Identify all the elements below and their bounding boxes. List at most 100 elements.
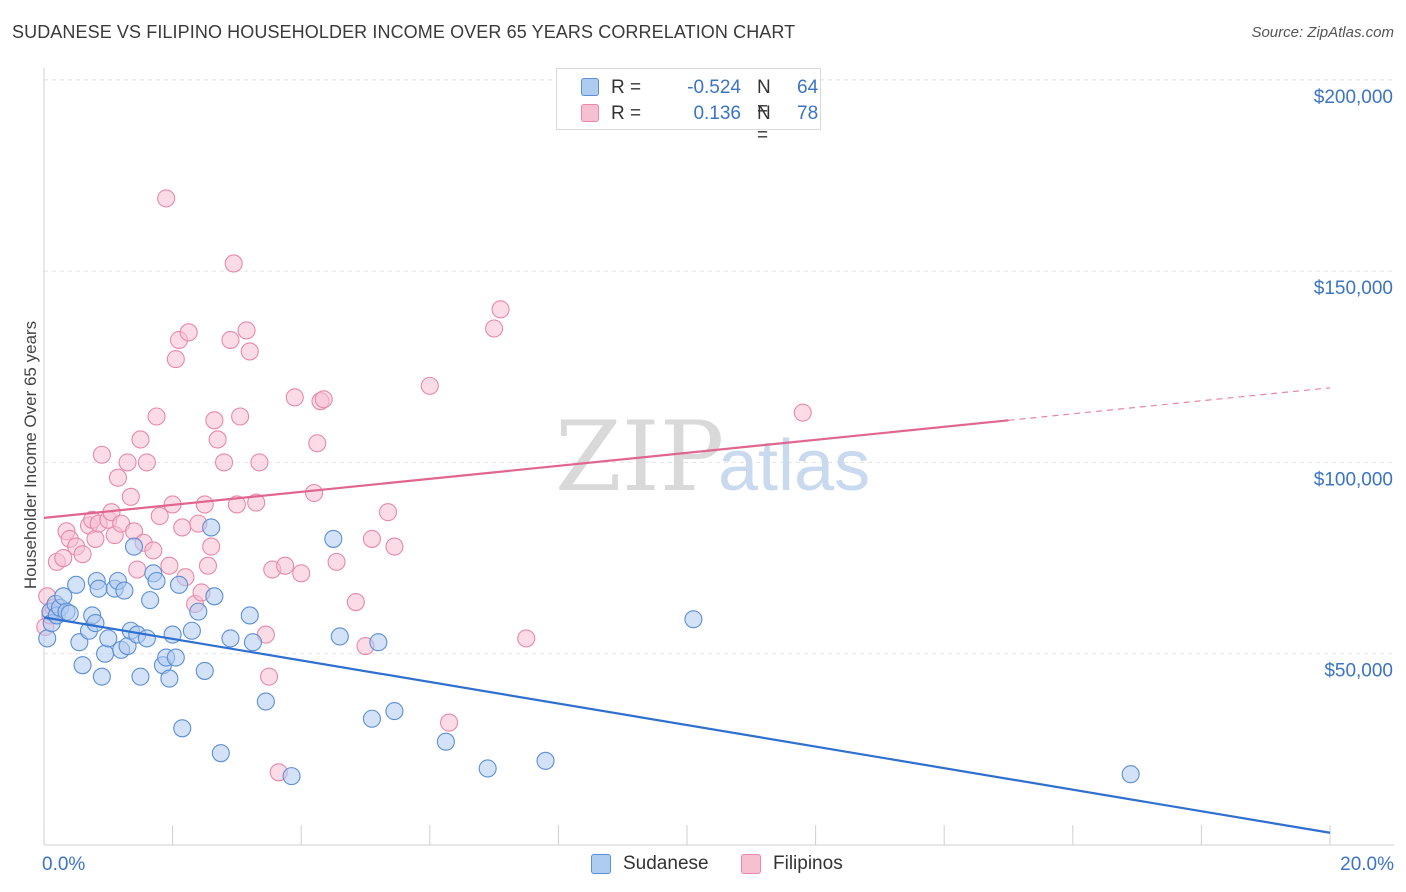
filipinos-point-21: [121, 487, 140, 506]
filipinos-point-67: [346, 592, 365, 612]
sudanese-point-56: [436, 732, 455, 751]
legend-r-label: R =: [611, 103, 642, 124]
y-tick-label-3: $200,000: [1314, 87, 1393, 108]
y-tick-label-1: $100,000: [1314, 469, 1393, 490]
filipinos-point-49: [227, 495, 246, 514]
filipinos-point-60: [285, 388, 304, 407]
sudanese-point-8: [60, 604, 79, 623]
sudanese-point-48: [243, 633, 263, 652]
filipinos-point-69: [362, 529, 381, 548]
sudanese-point-17: [92, 667, 111, 686]
axes: [43, 68, 1394, 846]
sudanese-point-32: [147, 571, 166, 591]
x-tick-label-min: 0.0%: [42, 854, 85, 875]
sudanese-points: [38, 518, 1140, 786]
y-tick-labels: $50,000 $100,000 $150,000 $200,000: [1314, 87, 1393, 682]
filipinos-point-59: [276, 556, 295, 575]
legend-swatch-filipinos: [581, 104, 599, 122]
grid-lines: [44, 79, 1394, 655]
sudanese-point-55: [385, 702, 404, 721]
filipinos-point-20: [118, 453, 137, 472]
filipinos-point-28: [147, 407, 166, 426]
sudanese-point-23: [115, 581, 134, 600]
sudanese-point-49: [256, 692, 275, 711]
legend-r-label: R =: [611, 77, 642, 98]
filipinos-point-35: [173, 518, 192, 537]
sudanese-point-47: [240, 606, 259, 625]
sudanese-point-51: [324, 529, 343, 548]
filipinos-point-77: [793, 403, 812, 422]
filipinos-point-48: [224, 254, 243, 273]
x-tick-label-max: 20.0%: [1340, 854, 1394, 875]
filipinos-point-44: [205, 411, 224, 430]
sudanese-point-57: [478, 759, 497, 778]
filipinos-point-70: [378, 503, 398, 522]
filipinos-point-5: [54, 548, 73, 568]
filipinos-point-12: [86, 529, 105, 548]
chart-title: SUDANESE VS FILIPINO HOUSEHOLDER INCOME …: [12, 22, 796, 42]
filipinos-point-45: [208, 430, 227, 449]
sudanese-point-50: [282, 767, 301, 786]
filipinos-point-74: [485, 319, 504, 338]
filipinos-point-41: [195, 495, 214, 514]
filipinos-point-42: [198, 556, 218, 575]
legend-n-label: N =: [757, 103, 771, 146]
filipinos-point-18: [108, 468, 127, 487]
filipinos-point-43: [202, 537, 221, 556]
filipinos-point-27: [144, 541, 163, 560]
filipinos-point-53: [247, 493, 266, 512]
filipinos-point-31: [160, 556, 179, 575]
bottom-legend-label-filipinos: Filipinos: [773, 853, 843, 874]
sudanese-point-30: [141, 591, 160, 610]
y-axis-label: Householder Income Over 65 years: [21, 321, 40, 589]
sudanese-point-14: [86, 614, 105, 633]
filipinos-point-52: [240, 342, 259, 361]
watermark: ZIP atlas: [555, 401, 870, 513]
legend-n-label: N =: [757, 77, 771, 120]
sudanese-point-9: [67, 575, 86, 594]
legend-r-value-sudanese: -0.524: [687, 77, 741, 98]
bottom-legend-swatch-filipinos: [741, 854, 761, 874]
sudanese-point-26: [124, 537, 144, 556]
filipinos-point-76: [517, 629, 536, 648]
sudanese-point-29: [137, 629, 156, 648]
filipinos-point-26: [137, 453, 156, 472]
sudanese-point-19: [99, 629, 118, 648]
sudanese-point-40: [182, 621, 201, 640]
sudanese-point-28: [131, 667, 150, 686]
filipinos-point-65: [314, 390, 333, 409]
sudanese-point-45: [211, 744, 230, 763]
y-tick-label-2: $150,000: [1314, 278, 1393, 299]
filipinos-point-24: [131, 430, 150, 449]
filipinos-point-51: [237, 321, 256, 340]
legend-n-value-sudanese: 64: [797, 77, 819, 98]
filipinos-point-66: [327, 552, 346, 571]
filipinos-point-54: [250, 453, 269, 472]
filipinos-point-9: [73, 545, 92, 564]
sudanese-point-35: [160, 669, 179, 688]
legend-r-value-filipinos: 0.136: [693, 103, 741, 124]
filipinos-point-29: [150, 506, 169, 526]
correlation-legend: R = -0.524 N = 64 R = 0.136 N = 78: [556, 68, 821, 146]
sudanese-point-39: [173, 719, 192, 738]
sudanese-point-59: [684, 610, 703, 629]
filipinos-point-62: [305, 483, 324, 503]
legend-n-value-filipinos: 78: [797, 103, 819, 124]
sudanese-point-11: [73, 656, 92, 675]
sudanese-point-53: [362, 709, 381, 728]
sudanese-trend-line: [43, 616, 1331, 834]
sudanese-point-58: [536, 751, 555, 770]
bottom-legend-swatch-sudanese: [591, 854, 611, 874]
sudanese-point-42: [195, 661, 214, 680]
filipinos-point-47: [221, 330, 240, 350]
sudanese-point-46: [221, 629, 240, 648]
source-credit: Source: ZipAtlas.com: [1251, 24, 1394, 41]
sudanese-point-0: [38, 629, 57, 648]
filipinos-trend-line-extension: [1008, 387, 1331, 421]
sudanese-point-52: [330, 627, 349, 646]
sudanese-point-44: [205, 587, 224, 606]
sudanese-point-38: [169, 575, 189, 594]
trend-lines: [43, 387, 1331, 834]
filipinos-point-71: [385, 537, 404, 556]
